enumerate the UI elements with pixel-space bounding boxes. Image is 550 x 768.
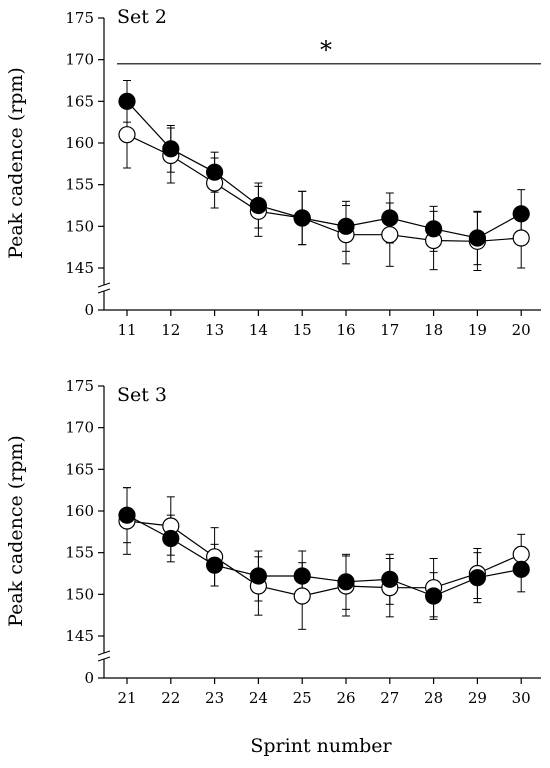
y-tick-label: 0 — [84, 669, 94, 687]
data-point-filled — [293, 567, 311, 585]
y-tick-label: 155 — [65, 176, 94, 194]
x-tick-label: 13 — [205, 321, 224, 339]
axis-break-mark — [97, 288, 111, 294]
y-tick-label: 170 — [65, 419, 94, 437]
data-point-filled — [512, 205, 530, 223]
y-tick-label: 170 — [65, 51, 94, 69]
data-point-open — [381, 226, 399, 244]
y-tick-label: 150 — [65, 217, 94, 235]
data-point-filled — [425, 220, 443, 238]
x-tick-label: 12 — [161, 321, 180, 339]
panel-label: Set 2 — [117, 6, 167, 28]
x-tick-label: 24 — [249, 689, 268, 707]
y-tick-label: 175 — [65, 9, 94, 27]
data-point-filled — [468, 229, 486, 247]
y-axis-title: Peak cadence (rpm) — [5, 67, 27, 259]
x-tick-label: 28 — [424, 689, 443, 707]
x-axis-title: Sprint number — [250, 735, 392, 757]
data-point-filled — [468, 569, 486, 587]
axis-break-mark — [97, 650, 111, 656]
significance-marker: * — [320, 36, 332, 64]
y-tick-label: 145 — [65, 259, 94, 277]
data-point-open — [293, 587, 311, 605]
axis-break-mark — [97, 656, 111, 662]
x-tick-label: 15 — [293, 321, 312, 339]
data-point-filled — [118, 506, 136, 524]
x-tick-label: 20 — [512, 321, 531, 339]
y-tick-label: 150 — [65, 585, 94, 603]
data-point-filled — [162, 140, 180, 158]
x-tick-label: 30 — [512, 689, 531, 707]
y-tick-label: 0 — [84, 301, 94, 319]
data-marks — [118, 80, 530, 271]
y-tick-label: 145 — [65, 627, 94, 645]
x-tick-label: 17 — [380, 321, 399, 339]
axis-break-gap — [98, 285, 110, 291]
data-point-filled — [425, 587, 443, 605]
panel-set-3: Peak cadence (rpm) Set 3 0 145 150 155 160 16… — [5, 377, 541, 707]
data-marks — [118, 487, 530, 630]
axes — [97, 385, 541, 684]
y-tick-label: 155 — [65, 544, 94, 562]
data-point-filled — [512, 560, 530, 578]
data-point-open — [512, 229, 530, 247]
data-point-filled — [206, 556, 224, 574]
data-point-open — [118, 126, 136, 144]
data-point-filled — [381, 570, 399, 588]
axis-break-gap — [98, 653, 110, 659]
significance: * — [117, 36, 541, 65]
panel-set-2: Peak cadence (rpm) Set 2 0 145 150 155 160 16… — [5, 6, 541, 339]
x-tick-label: 19 — [468, 321, 487, 339]
data-point-open — [512, 545, 530, 563]
y-tick-label: 160 — [65, 502, 94, 520]
data-point-filled — [118, 92, 136, 110]
x-tick-label: 14 — [249, 321, 268, 339]
x-tick-label: 22 — [161, 689, 180, 707]
tick-labels: 0 145 150 155 160 165 170 175 21 22 23 24 25 26 27 28 29… — [65, 377, 530, 707]
x-tick-label: 18 — [424, 321, 443, 339]
panel-label: Set 3 — [117, 384, 167, 406]
x-tick-label: 25 — [293, 689, 312, 707]
series-line-filled — [126, 100, 522, 239]
series-line-open — [126, 520, 522, 597]
x-tick-label: 29 — [468, 689, 487, 707]
x-tick-label: 23 — [205, 689, 224, 707]
data-point-filled — [293, 209, 311, 227]
x-tick-label: 11 — [117, 321, 136, 339]
axis-break-mark — [97, 282, 111, 288]
y-tick-label: 165 — [65, 92, 94, 110]
y-axis-title: Peak cadence (rpm) — [5, 435, 27, 627]
data-point-filled — [337, 217, 355, 235]
axes — [97, 17, 541, 316]
y-tick-label: 175 — [65, 377, 94, 395]
tick-labels: 0 145 150 155 160 165 170 175 11 12 13 14 15 16 17 18 19… — [65, 9, 530, 339]
data-point-filled — [249, 196, 267, 215]
x-tick-label: 21 — [117, 689, 136, 707]
series-line-open — [126, 134, 522, 242]
data-point-filled — [162, 529, 180, 548]
data-point-filled — [206, 163, 224, 181]
data-point-filled — [337, 573, 355, 591]
series-line-filled — [126, 514, 522, 597]
data-point-filled — [249, 567, 267, 585]
x-tick-label: 27 — [380, 689, 399, 707]
x-tick-label: 16 — [336, 321, 355, 339]
x-tick-label: 26 — [336, 689, 355, 707]
y-tick-label: 165 — [65, 460, 94, 478]
y-tick-label: 160 — [65, 134, 94, 152]
data-point-filled — [381, 209, 399, 227]
